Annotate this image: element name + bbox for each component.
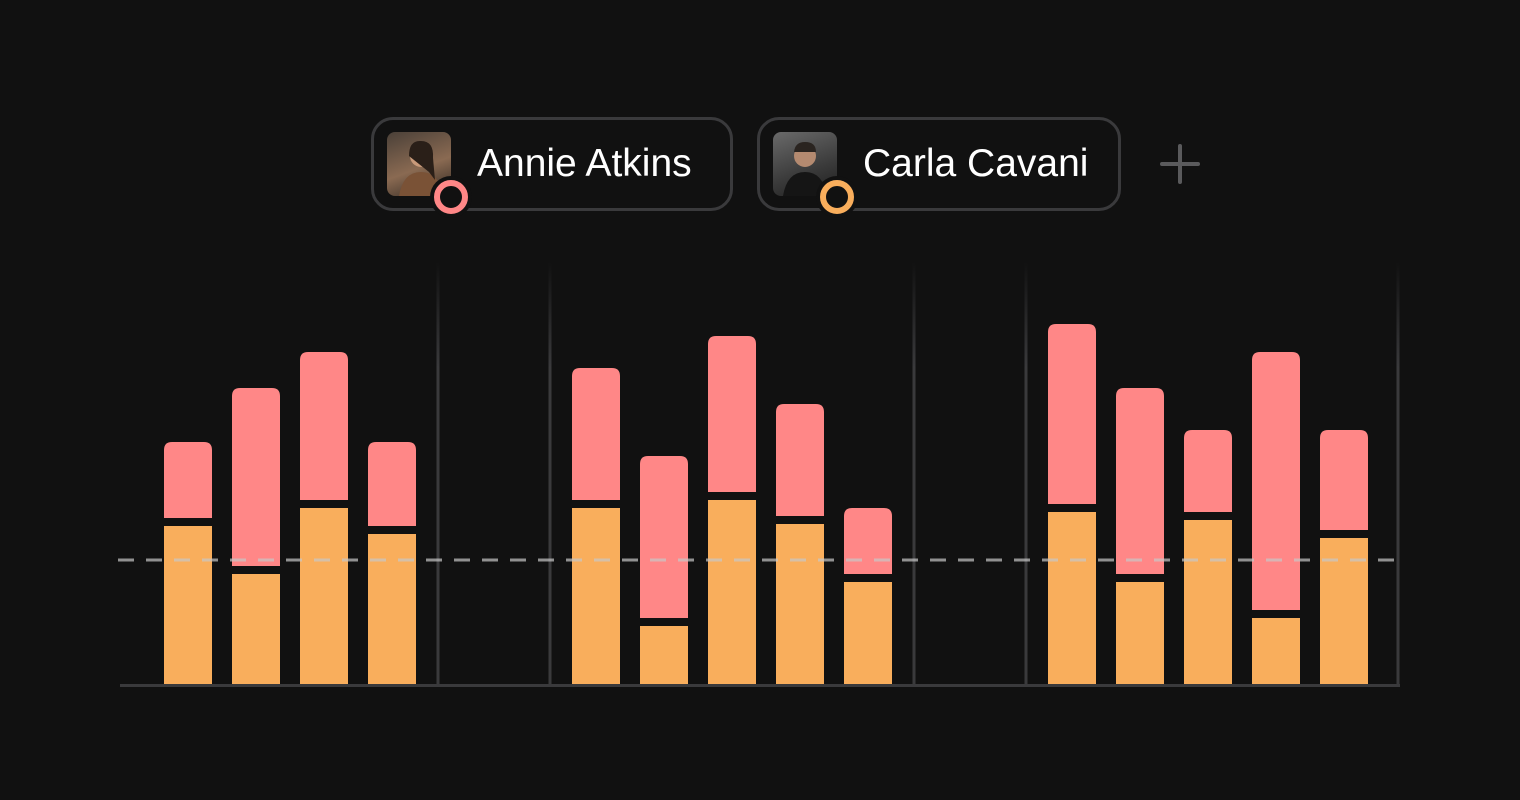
bar-segment-carla bbox=[776, 524, 824, 684]
group-divider bbox=[1396, 262, 1400, 684]
bar-segment-carla bbox=[1048, 512, 1096, 684]
person-photo-icon bbox=[783, 142, 827, 196]
bar-segment-carla bbox=[844, 582, 892, 684]
bar-segment-carla bbox=[300, 508, 348, 684]
bar-segment-carla bbox=[1252, 618, 1300, 684]
bar-segment-annie bbox=[1048, 324, 1096, 504]
bar-segment-annie bbox=[232, 388, 280, 566]
bar-segment-annie bbox=[640, 456, 688, 618]
bar-segment-annie bbox=[300, 352, 348, 500]
group-divider bbox=[436, 262, 440, 684]
bar-segment-carla bbox=[640, 626, 688, 684]
group-divider bbox=[1024, 262, 1028, 684]
user-name: Carla Cavani bbox=[863, 142, 1089, 185]
x-axis-baseline bbox=[120, 684, 1400, 687]
bar-segment-carla bbox=[708, 500, 756, 684]
bar-segment-carla bbox=[1184, 520, 1232, 684]
bar-segment-carla bbox=[572, 508, 620, 684]
status-ring-icon bbox=[820, 180, 854, 214]
bar-segment-carla bbox=[1320, 538, 1368, 684]
bar-segment-annie bbox=[1252, 352, 1300, 610]
group-divider bbox=[912, 262, 916, 684]
bar-segment-annie bbox=[776, 404, 824, 516]
bar-segment-annie bbox=[844, 508, 892, 574]
bar-segment-annie bbox=[368, 442, 416, 526]
group-divider bbox=[548, 262, 552, 684]
bar-segment-annie bbox=[1116, 388, 1164, 574]
bar-segment-carla bbox=[232, 574, 280, 684]
bar-segment-annie bbox=[164, 442, 212, 518]
user-chip-carla[interactable]: Carla Cavani bbox=[757, 117, 1121, 214]
user-chip-annie[interactable]: Annie Atkins bbox=[371, 117, 733, 214]
user-name: Annie Atkins bbox=[477, 142, 692, 185]
add-user-button[interactable] bbox=[1160, 144, 1200, 184]
bar-segment-carla bbox=[368, 534, 416, 684]
bar-segment-carla bbox=[1116, 582, 1164, 684]
status-ring-icon bbox=[434, 180, 468, 214]
bar-segment-annie bbox=[572, 368, 620, 500]
bar-segment-annie bbox=[1320, 430, 1368, 530]
bar-segment-carla bbox=[164, 526, 212, 684]
bar-segment-annie bbox=[708, 336, 756, 492]
person-photo-icon bbox=[399, 140, 443, 196]
bar-segment-annie bbox=[1184, 430, 1232, 512]
plus-icon bbox=[1160, 144, 1200, 184]
